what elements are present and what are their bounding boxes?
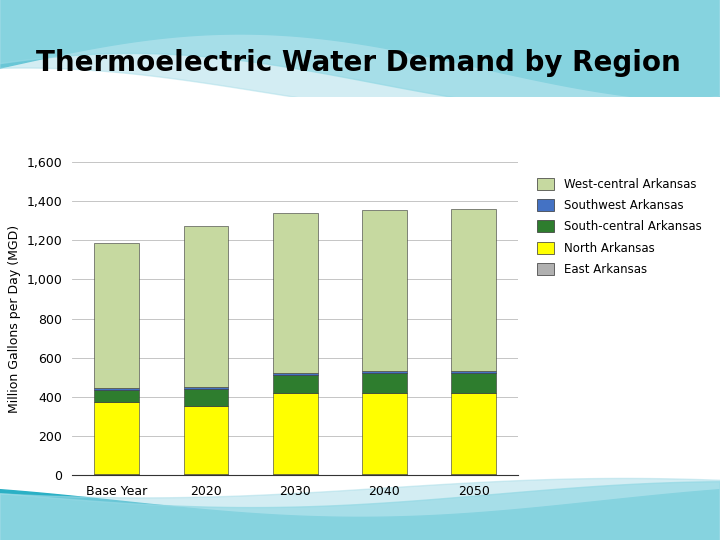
Bar bbox=[184, 406, 228, 474]
Bar bbox=[362, 374, 407, 393]
Legend: West-central Arkansas, Southwest Arkansas, South-central Arkansas, North Arkansa: West-central Arkansas, Southwest Arkansa… bbox=[534, 174, 705, 280]
Bar bbox=[451, 393, 496, 474]
Text: Thermoelectric Water Demand by Region: Thermoelectric Water Demand by Region bbox=[36, 49, 680, 77]
Bar bbox=[362, 474, 407, 475]
Bar bbox=[184, 226, 228, 387]
Bar bbox=[362, 372, 407, 374]
Bar bbox=[273, 213, 318, 373]
Bar bbox=[184, 387, 228, 389]
Bar bbox=[184, 389, 228, 406]
Bar bbox=[273, 373, 318, 375]
Bar bbox=[94, 474, 139, 475]
Bar bbox=[94, 388, 139, 390]
Bar bbox=[451, 372, 496, 374]
Bar bbox=[362, 393, 407, 474]
Bar bbox=[94, 390, 139, 402]
Bar bbox=[94, 243, 139, 388]
Bar bbox=[451, 374, 496, 393]
Bar bbox=[451, 209, 496, 372]
Bar bbox=[362, 210, 407, 372]
Bar bbox=[451, 474, 496, 475]
Bar bbox=[273, 393, 318, 474]
Bar bbox=[184, 474, 228, 475]
Bar bbox=[94, 402, 139, 474]
Bar bbox=[273, 474, 318, 475]
Y-axis label: Million Gallons per Day (MGD): Million Gallons per Day (MGD) bbox=[8, 225, 21, 413]
Bar bbox=[273, 375, 318, 393]
